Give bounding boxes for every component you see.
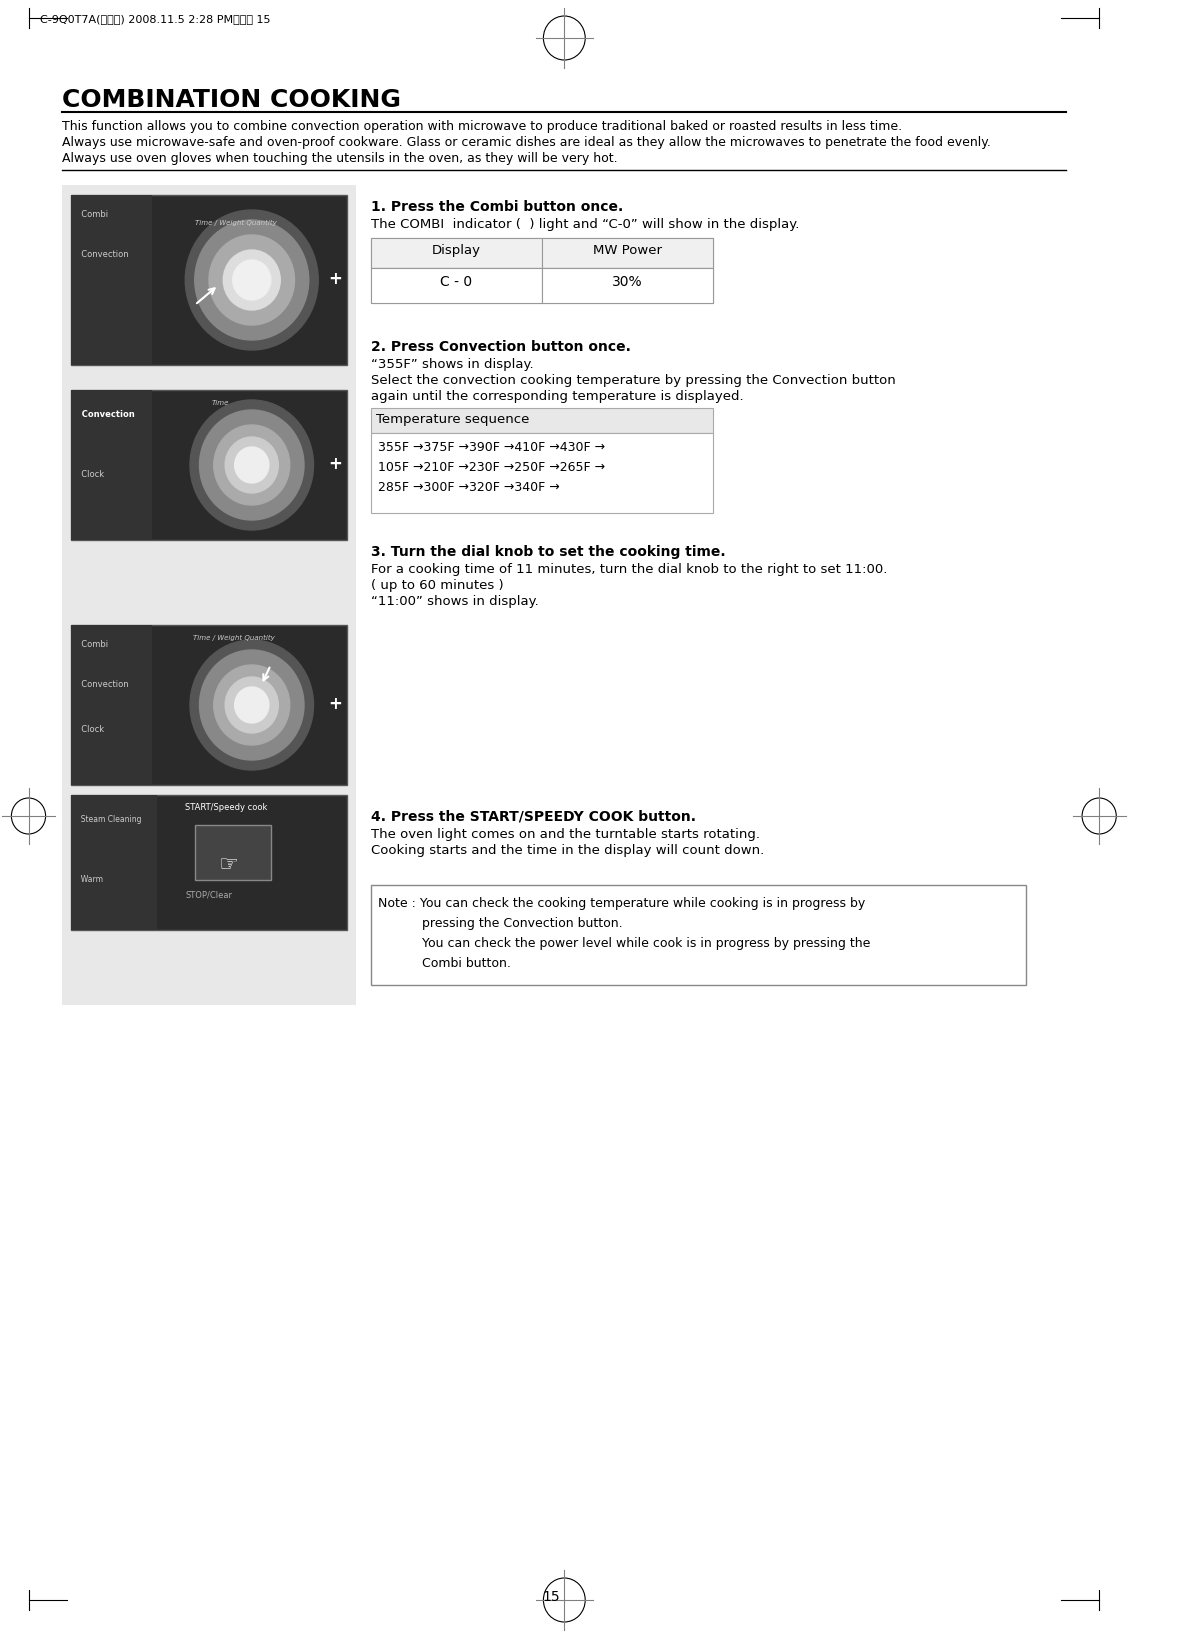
Circle shape — [199, 650, 304, 761]
Text: 30%: 30% — [611, 276, 642, 289]
Text: Combi: Combi — [76, 640, 108, 650]
Text: Convection: Convection — [76, 410, 135, 419]
Circle shape — [199, 410, 304, 521]
Circle shape — [209, 235, 294, 325]
Bar — [370, 268, 712, 304]
Text: Convection: Convection — [76, 681, 128, 689]
Text: +: + — [328, 695, 342, 713]
Text: 105F →210F →230F →250F →265F →: 105F →210F →230F →250F →265F → — [379, 460, 605, 473]
Text: Convection: Convection — [76, 250, 128, 259]
Text: The COMBI  indicator (  ) light and “C-0” will show in the display.: The COMBI indicator ( ) light and “C-0” … — [370, 219, 799, 232]
Text: Clock: Clock — [76, 725, 104, 734]
Text: ( up to 60 minutes ): ( up to 60 minutes ) — [370, 579, 503, 592]
Text: Cooking starts and the time in the display will count down.: Cooking starts and the time in the displ… — [370, 844, 763, 857]
Text: 355F →375F →390F →410F →430F →: 355F →375F →390F →410F →430F → — [379, 441, 605, 454]
Text: Steam Cleaning: Steam Cleaning — [76, 814, 141, 824]
Text: For a cooking time of 11 minutes, turn the dial knob to the right to set 11:00.: For a cooking time of 11 minutes, turn t… — [370, 563, 887, 576]
Text: 285F →300F →320F →340F →: 285F →300F →320F →340F → — [379, 481, 560, 494]
Circle shape — [223, 250, 280, 310]
Text: pressing the Convection button.: pressing the Convection button. — [379, 917, 623, 930]
Bar — [71, 625, 347, 785]
Text: Combi: Combi — [76, 211, 108, 219]
Circle shape — [190, 400, 313, 530]
Circle shape — [195, 220, 309, 339]
Bar — [62, 184, 356, 1005]
Text: ☞: ☞ — [218, 855, 239, 875]
Text: This function allows you to combine convection operation with microwave to produ: This function allows you to combine conv… — [62, 121, 902, 132]
Text: again until the corresponding temperature is displayed.: again until the corresponding temperatur… — [370, 390, 743, 403]
Bar — [370, 268, 541, 304]
Text: Always use oven gloves when touching the utensils in the oven, as they will be v: Always use oven gloves when touching the… — [62, 152, 617, 165]
Text: 1. Press the Combi button once.: 1. Press the Combi button once. — [370, 201, 623, 214]
Circle shape — [235, 447, 269, 483]
Bar — [541, 268, 712, 304]
Text: Always use microwave-safe and oven-proof cookware. Glass or ceramic dishes are i: Always use microwave-safe and oven-proof… — [62, 135, 991, 149]
Bar — [71, 625, 152, 785]
Bar — [71, 390, 152, 540]
Text: COMBINATION COOKING: COMBINATION COOKING — [62, 88, 401, 113]
Text: 15: 15 — [542, 1590, 560, 1604]
Text: Temperature sequence: Temperature sequence — [376, 413, 529, 426]
Bar — [71, 390, 347, 540]
Text: START/Speedy cook: START/Speedy cook — [185, 803, 267, 813]
Bar — [541, 238, 712, 268]
Circle shape — [226, 437, 279, 493]
Text: “355F” shows in display.: “355F” shows in display. — [370, 357, 533, 370]
Text: +: + — [328, 269, 342, 287]
Bar — [71, 795, 347, 930]
Text: 3. Turn the dial knob to set the cooking time.: 3. Turn the dial knob to set the cooking… — [370, 545, 725, 560]
Text: STOP/Clear: STOP/Clear — [185, 889, 233, 899]
Circle shape — [233, 259, 271, 300]
Bar — [71, 194, 347, 366]
Text: Time: Time — [211, 400, 229, 406]
Text: +: + — [328, 455, 342, 473]
Text: Note : You can check the cooking temperature while cooking is in progress by: Note : You can check the cooking tempera… — [379, 898, 865, 911]
Circle shape — [185, 211, 318, 349]
Bar — [195, 826, 271, 880]
Bar — [370, 238, 712, 268]
Circle shape — [226, 677, 279, 733]
Circle shape — [190, 640, 313, 770]
Bar — [370, 432, 712, 512]
Text: C - 0: C - 0 — [440, 276, 472, 289]
Text: The oven light comes on and the turntable starts rotating.: The oven light comes on and the turntabl… — [370, 827, 760, 840]
Text: Warm: Warm — [76, 875, 103, 885]
Text: 2. Press Convection button once.: 2. Press Convection button once. — [370, 339, 630, 354]
Text: Select the convection cooking temperature by pressing the Convection button: Select the convection cooking temperatur… — [370, 374, 895, 387]
Circle shape — [214, 664, 290, 744]
Circle shape — [235, 687, 269, 723]
Bar — [370, 885, 1026, 986]
Text: Clock: Clock — [76, 470, 104, 480]
Bar — [71, 795, 157, 930]
Bar — [370, 408, 712, 432]
Bar — [71, 194, 152, 366]
Text: Display: Display — [432, 245, 481, 256]
Text: Time / Weight Quantity: Time / Weight Quantity — [192, 635, 274, 641]
Text: “11:00” shows in display.: “11:00” shows in display. — [370, 596, 538, 609]
Bar — [370, 238, 541, 268]
Text: C-9Q0T7A(영기본) 2008.11.5 2:28 PM페이지 15: C-9Q0T7A(영기본) 2008.11.5 2:28 PM페이지 15 — [40, 15, 271, 24]
Text: Time / Weight Quantity: Time / Weight Quantity — [195, 220, 277, 227]
Text: Combi button.: Combi button. — [379, 956, 510, 969]
Text: MW Power: MW Power — [592, 245, 661, 256]
Circle shape — [214, 424, 290, 504]
Text: 4. Press the START/SPEEDY COOK button.: 4. Press the START/SPEEDY COOK button. — [370, 809, 696, 824]
Text: You can check the power level while cook is in progress by pressing the: You can check the power level while cook… — [379, 937, 870, 950]
